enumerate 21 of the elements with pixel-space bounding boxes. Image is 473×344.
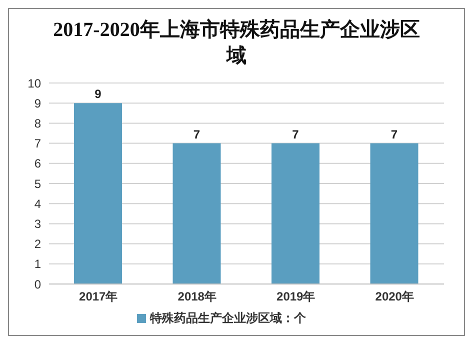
y-tick-label: 2 [34,237,42,252]
x-tick-label: 2020年 [375,290,414,304]
x-tick-label: 2017年 [79,290,118,304]
data-label: 7 [390,127,398,142]
y-tick-label: 3 [34,216,42,231]
y-tick-label: 0 [34,277,42,292]
y-tick-label: 4 [34,196,42,211]
y-tick-label: 7 [34,136,42,151]
chart-title: 2017-2020年上海市特殊药品生产企业涉区域 [52,18,421,69]
legend-label: 特殊药品生产企业涉区域：个 [150,311,306,325]
data-label: 7 [292,127,300,142]
y-tick-label: 9 [34,96,42,110]
data-label: 9 [94,87,102,102]
y-tick-label: 8 [34,116,42,130]
y-tick-label: 10 [28,76,42,90]
y-tick-label: 5 [34,176,42,191]
x-tick-label: 2019年 [276,290,316,304]
y-tick-label: 6 [34,156,42,171]
x-tick-label: 2018年 [178,290,216,304]
data-label: 7 [193,127,200,142]
y-tick-label: 1 [34,257,42,272]
